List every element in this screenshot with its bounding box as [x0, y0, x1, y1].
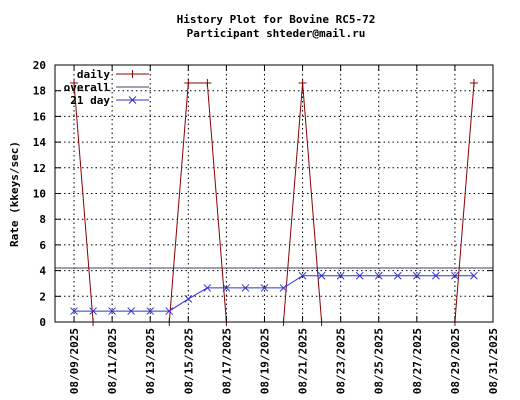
- legend: daily overall 21 day: [64, 68, 149, 107]
- x-tick-label: 08/31/2025: [487, 328, 500, 394]
- y-tick-label: 12: [33, 162, 46, 175]
- 21-day-marker-b: [184, 295, 193, 303]
- grid-lines: [55, 65, 494, 322]
- 21-day-point: [127, 307, 136, 315]
- y-tick-label: 8: [39, 213, 46, 226]
- 21-day-line: [74, 275, 474, 312]
- 21-day-point: [355, 271, 364, 280]
- 21-day-point: [89, 307, 97, 315]
- daily-point: [203, 78, 212, 87]
- 21-day-point: [184, 295, 193, 303]
- 21-day-series: [70, 271, 478, 315]
- daily-point: [184, 78, 193, 87]
- x-tick-label: 08/17/2025: [220, 328, 233, 394]
- 21-day-point: [432, 271, 440, 280]
- 21-day-marker-b: [412, 271, 421, 280]
- 21-day-point: [412, 271, 421, 280]
- 21-day-marker-b: [298, 271, 307, 280]
- 21-day-marker-b: [336, 271, 345, 280]
- 21-day-marker-b: [279, 284, 288, 292]
- plot-border: [54, 64, 494, 323]
- 21-day-marker-b: [89, 307, 97, 315]
- 21-day-marker-b: [127, 307, 136, 315]
- y-tick-label: 6: [39, 239, 46, 252]
- legend-label-21-day: 21 day: [70, 94, 110, 107]
- x-tick-label: 08/19/2025: [258, 328, 271, 394]
- 21-day-point: [374, 271, 383, 280]
- y-tick-label: 18: [33, 85, 46, 98]
- y-tick-label: 20: [33, 59, 46, 72]
- 21-day-point: [317, 271, 326, 280]
- daily-point: [298, 78, 307, 87]
- legend-label-daily: daily: [77, 68, 110, 81]
- daily-line: [73, 82, 475, 323]
- y-tick-label: 10: [33, 188, 46, 201]
- legend-label-overall: overall: [64, 81, 110, 94]
- x-tick-label: 08/15/2025: [182, 328, 195, 394]
- 21-day-point: [203, 284, 212, 292]
- 21-day-point: [393, 271, 402, 280]
- y-tick-label: 14: [33, 136, 47, 149]
- x-tick-label: 08/25/2025: [373, 328, 386, 394]
- x-tick-label: 08/11/2025: [106, 328, 119, 394]
- 21-day-point: [470, 271, 478, 280]
- y-tick-label: 0: [39, 316, 46, 329]
- legend-marker-daily: [128, 70, 137, 78]
- 21-day-marker-b: [222, 284, 231, 292]
- 21-day-marker-b: [317, 271, 326, 280]
- 21-day-marker-b: [432, 271, 440, 280]
- 21-day-marker-b: [70, 307, 78, 315]
- 21-day-point: [222, 284, 231, 292]
- x-tick-label: 08/27/2025: [411, 328, 424, 394]
- 21-day-marker-b: [108, 307, 116, 315]
- daily-point: [70, 78, 79, 87]
- 21-day-marker-b: [374, 271, 383, 280]
- 21-day-point: [241, 284, 250, 292]
- x-tick-label: 08/29/2025: [449, 328, 462, 394]
- y-tick-label: 16: [33, 110, 47, 123]
- 21-day-marker-b: [146, 307, 155, 315]
- x-tick-label: 08/13/2025: [144, 328, 157, 394]
- 21-day-point: [70, 307, 78, 315]
- 21-day-marker-b: [355, 271, 364, 280]
- y-tick-label: 2: [39, 290, 46, 303]
- 21-day-point: [165, 307, 174, 315]
- y-axis-label: Rate (kkeys/sec): [8, 141, 21, 247]
- 21-day-point: [260, 284, 269, 292]
- 21-day-point: [451, 271, 459, 280]
- daily-point: [469, 78, 478, 87]
- daily-series: [70, 78, 478, 326]
- axis-ticks: 0 2 4 6 8 10 12 14 16 18 20 08/09/2025 08/11/2025 08/…: [33, 59, 500, 394]
- 21-day-marker-b: [203, 284, 212, 292]
- chart-subtitle: Participant shteder@mail.ru: [187, 27, 366, 40]
- 21-day-point: [279, 284, 288, 292]
- 21-day-point: [298, 271, 307, 280]
- 21-day-marker-b: [241, 284, 250, 292]
- chart-title: History Plot for Bovine RC5-72: [177, 13, 376, 26]
- x-tick-label: 08/23/2025: [335, 328, 348, 394]
- 21-day-marker-b: [260, 284, 269, 292]
- 21-day-point: [108, 307, 116, 315]
- 21-day-marker-b: [393, 271, 402, 280]
- y-tick-label: 4: [39, 265, 46, 278]
- legend-marker-21-day: [128, 96, 137, 104]
- x-tick-label: 08/09/2025: [68, 328, 81, 394]
- 21-day-marker-b: [451, 271, 459, 280]
- 21-day-marker-b: [470, 271, 478, 280]
- 21-day-marker-b: [165, 307, 174, 315]
- 21-day-point: [146, 307, 155, 315]
- x-tick-label: 08/21/2025: [297, 328, 310, 394]
- 21-day-point: [336, 271, 345, 280]
